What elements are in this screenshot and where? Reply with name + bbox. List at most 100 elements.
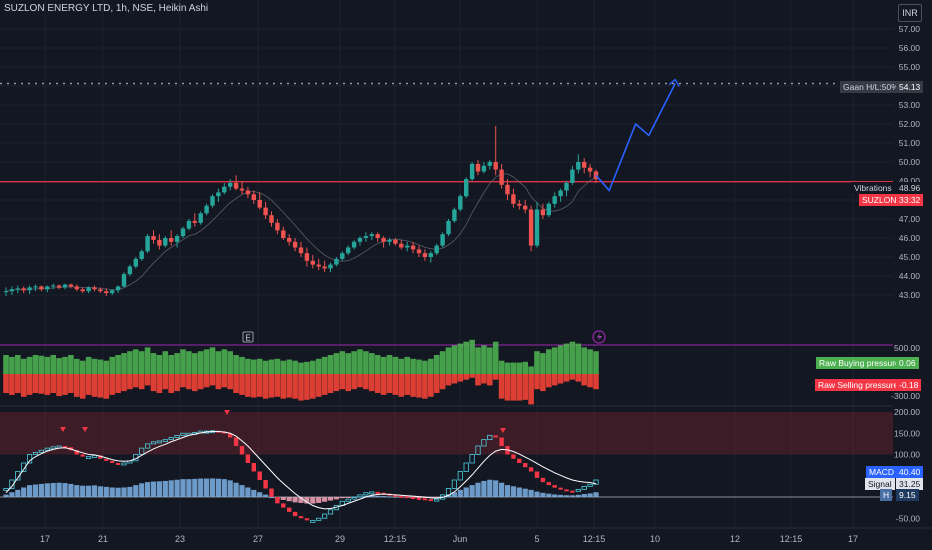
macd-candle xyxy=(416,497,422,500)
candle-body xyxy=(304,253,310,261)
macd-tick-label: -50.00 xyxy=(896,513,920,523)
macd-histogram-bar xyxy=(475,482,481,497)
sell-pressure-bar xyxy=(97,374,104,398)
buy-pressure-bar xyxy=(26,356,33,374)
sell-signal-triangle xyxy=(82,427,88,432)
macd-histogram-bar xyxy=(516,487,522,497)
macd-candle xyxy=(564,489,569,492)
buy-pressure-bar xyxy=(569,341,576,374)
macd-candle xyxy=(351,496,357,500)
candle-body xyxy=(133,258,138,267)
sell-pressure-bar xyxy=(546,374,552,388)
macd-pane[interactable] xyxy=(0,410,893,523)
sell-pressure-bar xyxy=(463,374,469,380)
price-tick-label: 49.00 xyxy=(899,176,921,186)
macd-histogram-bar xyxy=(239,485,245,497)
macd-histogram-bar xyxy=(133,485,139,497)
sell-pressure-bar xyxy=(587,374,593,388)
buy-pressure-bar xyxy=(345,353,351,374)
sell-pressure-bar xyxy=(551,374,558,386)
sell-pressure-bar xyxy=(32,374,39,393)
macd-label: MACD xyxy=(866,466,898,478)
macd-histogram-bar xyxy=(86,485,92,497)
candle-body xyxy=(464,179,469,197)
macd-candle xyxy=(357,494,363,498)
buy-pressure-bar xyxy=(133,349,139,374)
buy-pressure-bar xyxy=(97,359,104,374)
buy-pressure-bar xyxy=(50,355,56,374)
macd-candle xyxy=(292,511,298,517)
buy-pressure-bar xyxy=(581,347,587,374)
time-tick-label: 23 xyxy=(175,534,185,544)
buy-pressure-bar xyxy=(239,356,245,374)
candle-body xyxy=(528,209,534,246)
macd-histogram-bar xyxy=(310,497,316,504)
sell-pressure-bar xyxy=(262,374,269,399)
macd-histogram-bar xyxy=(221,479,227,497)
overbought-zone xyxy=(0,412,893,455)
macd-candle xyxy=(481,439,487,447)
macd-histogram-bar xyxy=(27,485,33,497)
price-pane[interactable]: E xyxy=(0,78,893,346)
candle-body xyxy=(440,234,445,246)
macd-histogram-bar xyxy=(504,485,511,497)
buy-pressure-bar xyxy=(315,358,322,374)
macd-candle xyxy=(168,437,174,441)
sell-pressure-bar xyxy=(268,374,275,398)
macd-histogram-bar xyxy=(540,492,546,497)
macd-candle xyxy=(534,471,540,478)
sell-signal-triangle xyxy=(224,410,230,415)
macd-candle xyxy=(150,441,157,445)
macd-histogram-bar xyxy=(392,496,398,498)
buy-pressure-bar xyxy=(274,358,281,374)
symbol-countdown: 33:32 xyxy=(896,194,924,206)
buy-pressure-bar xyxy=(298,362,304,374)
macd-candle xyxy=(21,462,27,472)
macd-histogram-bar xyxy=(286,497,292,502)
sell-pressure-bar xyxy=(180,374,186,388)
macd-candle xyxy=(62,446,68,448)
candle-body xyxy=(558,190,563,197)
candle-body xyxy=(587,167,593,172)
price-tick-label: 52.00 xyxy=(899,119,921,129)
macd-histogram-bar xyxy=(463,487,469,497)
lightning-glyph xyxy=(597,333,602,341)
pressure-pane[interactable] xyxy=(3,339,599,405)
buy-pressure-bar xyxy=(245,358,251,374)
sell-pressure-bar xyxy=(451,374,458,384)
buy-pressure-bar xyxy=(168,355,174,374)
macd-histogram-bar xyxy=(62,483,68,497)
sell-pressure-bar xyxy=(410,374,416,397)
macd-candle xyxy=(528,467,534,472)
selling-pressure-label: Raw Selling pressure xyxy=(815,379,902,391)
currency-button[interactable]: INR xyxy=(898,4,922,22)
macd-histogram-bar xyxy=(375,495,381,497)
macd-candle xyxy=(321,513,328,519)
price-axis[interactable]: 57.0056.0055.0054.0053.0052.0051.0050.00… xyxy=(891,24,920,523)
candle-body xyxy=(51,285,56,287)
sell-signal-triangle xyxy=(500,428,506,433)
macd-tick-label: 150.00 xyxy=(894,428,920,438)
macd-candle xyxy=(287,507,292,512)
sell-pressure-bar xyxy=(534,374,540,390)
macd-histogram-bar xyxy=(115,487,121,497)
macd-candle xyxy=(463,462,469,472)
macd-histogram-bar xyxy=(575,494,581,497)
candle-body xyxy=(257,200,262,208)
sell-pressure-bar xyxy=(581,374,587,386)
price-tick-label: 51.00 xyxy=(899,138,921,148)
macd-histogram-bar xyxy=(534,491,540,497)
macd-candle xyxy=(428,499,433,502)
candle-body xyxy=(422,253,428,257)
candle-body xyxy=(546,203,551,216)
buy-pressure-bar xyxy=(416,359,422,374)
candle-body xyxy=(163,238,168,246)
macd-candle xyxy=(86,456,92,460)
price-tick-label: 57.00 xyxy=(899,24,921,34)
macd-histogram-bar xyxy=(209,478,216,497)
sell-pressure-bar xyxy=(310,374,316,399)
time-axis[interactable]: 17 21 23 27 29 12:15 Jun 5 12:15 10 12 12:15 17 xyxy=(0,527,932,544)
price-tick-label: 43.00 xyxy=(899,290,921,300)
candle-body xyxy=(180,228,186,237)
